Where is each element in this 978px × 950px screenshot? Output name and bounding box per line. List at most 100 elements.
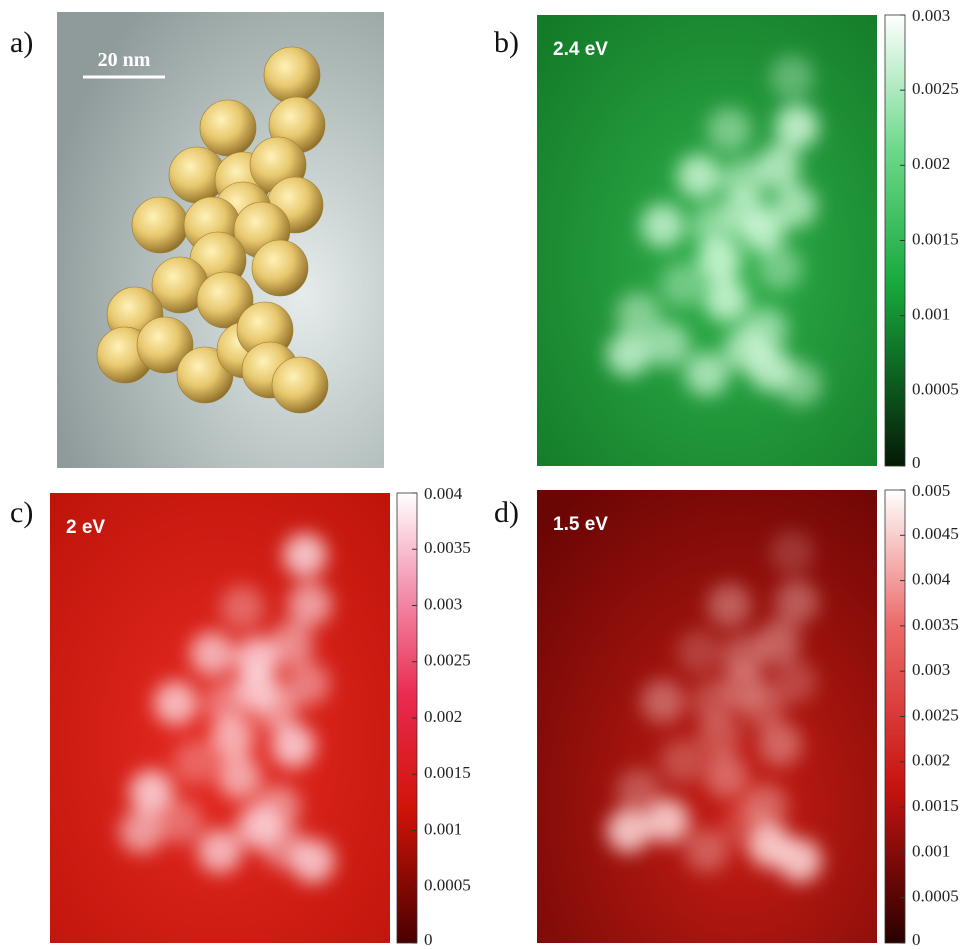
panel-label: b): [494, 26, 519, 59]
colorbar-tick-label: 0.001: [424, 819, 462, 838]
hotspot: [660, 263, 705, 308]
hotspot: [777, 838, 822, 883]
hotspot: [660, 739, 705, 784]
hotspot: [197, 829, 242, 874]
hotspot: [677, 629, 722, 674]
hotspot: [269, 621, 314, 666]
colorbar-tick-label: 0: [912, 453, 921, 472]
hotspot: [707, 107, 752, 152]
colorbar-tick-label: 0.004: [424, 484, 463, 503]
hotspot: [769, 530, 814, 575]
hotspot: [758, 246, 803, 291]
hotspot: [256, 784, 301, 829]
hotspot: [616, 769, 661, 814]
hotspots: [606, 55, 822, 406]
colorbar-tick-label: 0.003: [424, 594, 462, 613]
hotspot: [153, 681, 198, 726]
hotspot: [684, 352, 729, 397]
colorbar-tick-label: 0.005: [912, 481, 950, 500]
hotspot: [740, 208, 785, 253]
hotspots: [606, 530, 822, 883]
colorbar-tick-label: 0: [912, 930, 921, 949]
colorbar-tick-label: 0.0015: [912, 796, 959, 815]
hotspot: [285, 661, 330, 706]
hotspot: [777, 361, 822, 406]
hotspot: [204, 681, 249, 726]
panel-label: a): [10, 26, 33, 59]
hotspot: [645, 322, 690, 367]
energy-label: 2 eV: [66, 517, 105, 538]
panel-label: d): [494, 496, 519, 529]
particle: [136, 316, 194, 374]
colorbar-tick-label: 0.0035: [424, 538, 471, 557]
hotspot: [756, 144, 801, 189]
hotspot: [640, 679, 685, 724]
particle: [199, 99, 257, 157]
hotspot: [758, 722, 803, 767]
hotspot: [645, 798, 690, 843]
colorbar-tick-label: 0.002: [912, 154, 950, 173]
colorbar-tick-label: 0.003: [912, 6, 950, 25]
hotspot: [704, 277, 749, 322]
hotspot: [743, 783, 788, 828]
colorbar-tick-label: 0.0015: [912, 229, 959, 248]
colorbar-tick-label: 0.002: [912, 751, 950, 770]
hotspot: [756, 619, 801, 664]
colorbar-tick-label: 0.0005: [424, 876, 471, 895]
hotspot: [772, 183, 817, 228]
hotspot: [774, 104, 819, 149]
hotspot: [774, 580, 819, 625]
hotspot: [290, 839, 335, 884]
particle: [271, 356, 329, 414]
hotspot: [616, 292, 661, 337]
colorbar-tick-label: 0.0025: [912, 705, 959, 724]
hotspot: [697, 238, 742, 283]
colorbar-tick-label: 0.003: [912, 660, 950, 679]
particle: [196, 271, 254, 329]
hotspot: [684, 828, 729, 873]
hotspot: [691, 679, 736, 724]
colorbar-tick-label: 0.001: [912, 841, 950, 860]
colorbar-tick-label: 0: [424, 930, 433, 949]
energy-label: 2.4 eV: [553, 39, 608, 60]
hotspot: [707, 583, 752, 628]
hotspot: [697, 714, 742, 759]
colorbar-tick-label: 0.0025: [912, 79, 959, 98]
colorbar-tick-label: 0.0025: [424, 651, 471, 670]
hotspots: [119, 533, 335, 884]
hotspot: [119, 809, 164, 854]
scale-bar-label: 20 nm: [98, 49, 151, 71]
hotspot: [743, 307, 788, 352]
hotspot: [740, 684, 785, 729]
colorbar-tick-label: 0.0005: [912, 887, 959, 906]
hotspot: [129, 770, 174, 815]
colorbar-tick-label: 0.0015: [424, 763, 471, 782]
hotspot: [220, 585, 265, 630]
hotspot: [271, 723, 316, 768]
colorbar-tick-label: 0.002: [424, 707, 462, 726]
panel-label: c): [10, 496, 33, 529]
colorbar-tick-label: 0.0035: [912, 615, 959, 634]
energy-label: 1.5 eV: [553, 514, 608, 535]
hotspot: [173, 740, 218, 785]
hotspot: [704, 754, 749, 799]
hotspot: [691, 203, 736, 248]
hotspot: [287, 582, 332, 627]
hotspot: [769, 55, 814, 100]
hotspot: [190, 631, 235, 676]
colorbar-tick-label: 0.001: [912, 305, 950, 324]
hotspot: [158, 799, 203, 844]
hotspot: [606, 332, 651, 377]
hotspot: [217, 755, 262, 800]
hotspot: [772, 659, 817, 704]
hotspot: [282, 533, 327, 578]
particle: [263, 46, 321, 104]
particle: [131, 196, 189, 254]
hotspot: [606, 808, 651, 853]
particle: [251, 239, 309, 297]
colorbar-tick-label: 0.0005: [912, 380, 959, 399]
hotspot: [253, 686, 298, 731]
hotspot: [640, 203, 685, 248]
colorbar-tick-label: 0.0045: [912, 524, 959, 543]
colorbar-tick-label: 0.004: [912, 570, 951, 589]
